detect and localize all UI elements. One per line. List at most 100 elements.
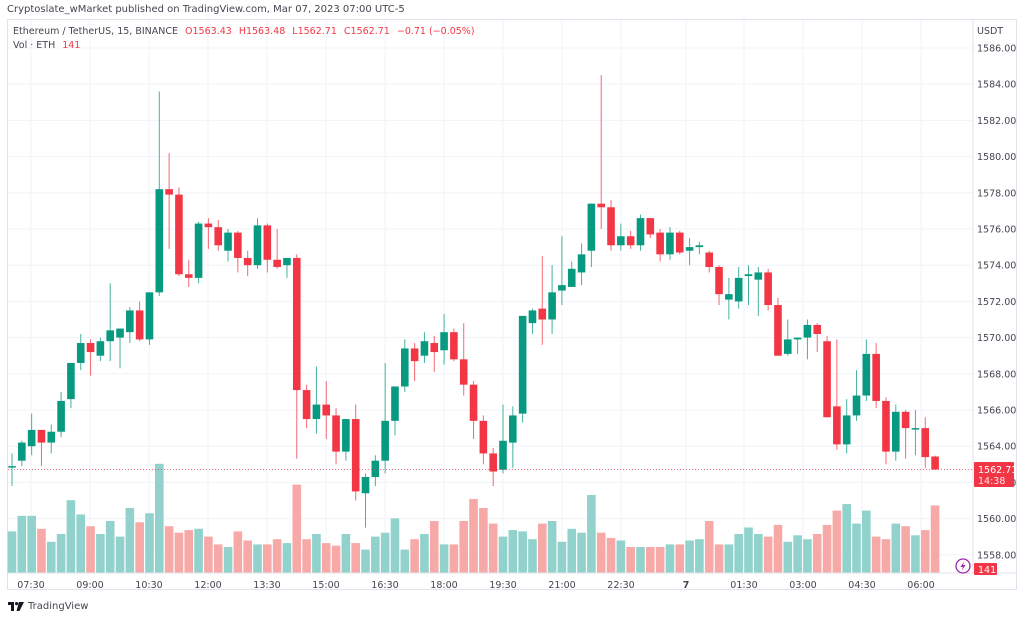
brand-label[interactable]: TradingView [28,601,89,612]
volume-bar [763,536,773,573]
volume-bar [479,508,488,573]
volume-bar [606,537,616,573]
candle [666,227,674,260]
volume-bar [842,504,851,573]
candle [430,335,439,372]
candle [67,362,75,409]
volume-bar [567,528,577,573]
volume-legend-value: 141 [62,40,81,51]
volume-bar [459,521,469,573]
volume-bar [577,532,586,573]
lightning-icon[interactable] [955,558,971,574]
candle [901,410,910,459]
volume-bar [155,463,164,573]
candle [27,413,36,456]
candle [440,314,448,365]
candle [86,339,95,376]
candle [597,75,605,229]
volume-label: Vol · ETH [13,40,56,51]
candle [764,268,772,311]
volume-bar [321,543,331,573]
low-value: L1562.71 [292,26,337,37]
candle [18,440,26,467]
candle [391,386,399,436]
volume-badge: 141 [974,563,997,576]
time-tick-label: 19:30 [489,580,516,591]
time-tick-label: 09:00 [76,580,103,591]
volume-bar [351,543,360,573]
candle [361,473,370,528]
candle [106,283,114,362]
candle [715,265,723,306]
volume-bars [7,463,940,573]
volume-bar [86,526,95,573]
volume-bar [920,530,930,573]
published-caption: Cryptoslate_wMarket published on Trading… [7,4,405,15]
volume-bar [646,547,655,573]
volume-bar [204,536,213,573]
candle [273,229,281,269]
time-tick-label: 10:30 [135,580,162,591]
volume-bar [773,524,783,573]
candle [705,250,714,273]
volume-bar [145,513,154,573]
candle [381,362,389,474]
volume-bar [596,532,606,573]
candle [479,415,488,465]
volume-bar [881,539,891,573]
candle [862,339,871,401]
volume-bar [439,544,449,573]
candle [214,219,223,251]
candle [135,301,144,342]
candle [401,339,409,392]
candle [626,230,635,249]
volume-bar [164,526,174,573]
volume-bar [871,536,881,573]
price-tick-label: 1578.00 [977,188,1016,199]
volume-bar [371,536,380,573]
candle [175,187,183,277]
time-tick-label: 01:30 [730,580,757,591]
price-tick-label: 1580.00 [977,152,1016,163]
candle [528,308,537,334]
volume-bar [223,547,233,573]
volume-bar [420,534,429,573]
volume-bar [704,521,714,573]
volume-bar [498,536,508,573]
candle [872,343,880,409]
candle [783,319,792,356]
ohlc-row: Ethereum / TetherUS, 15, BINANCE O1563.4… [13,25,479,39]
last-price-badge: 1562.71 14:38 [974,462,1017,487]
volume-bar [302,539,311,573]
time-tick-label: 03:00 [789,580,816,591]
change-value: −0.71 (−0.05%) [396,26,475,37]
candle [921,417,930,468]
volume-bar [272,539,282,573]
countdown-value: 14:38 [978,476,1005,487]
volume-bar [665,544,675,573]
volume-bar [508,530,518,573]
candle [774,297,782,356]
candle [754,267,763,316]
volume-bar [96,534,105,573]
candle [371,455,380,487]
time-tick-label: 15:00 [312,580,339,591]
volume-bar [282,543,292,573]
price-tick-label: 1586.00 [977,44,1016,55]
volume-bar [724,544,734,573]
price-tick-label: 1584.00 [977,80,1016,91]
volume-bar [812,534,822,573]
high-value: H1563.48 [238,26,286,37]
volume-bar [695,539,704,573]
volume-bar [518,531,527,573]
chart-legend: Ethereum / TetherUS, 15, BINANCE O1563.4… [13,25,479,53]
candle [243,250,252,277]
price-tick-label: 1582.00 [977,116,1016,127]
symbol-label: Ethereum / TetherUS, 15, BINANCE [13,26,178,37]
volume-bar [233,531,243,573]
candle [116,328,124,369]
candle [450,328,458,362]
volume-bar [194,528,203,573]
volume-bar [135,522,144,573]
